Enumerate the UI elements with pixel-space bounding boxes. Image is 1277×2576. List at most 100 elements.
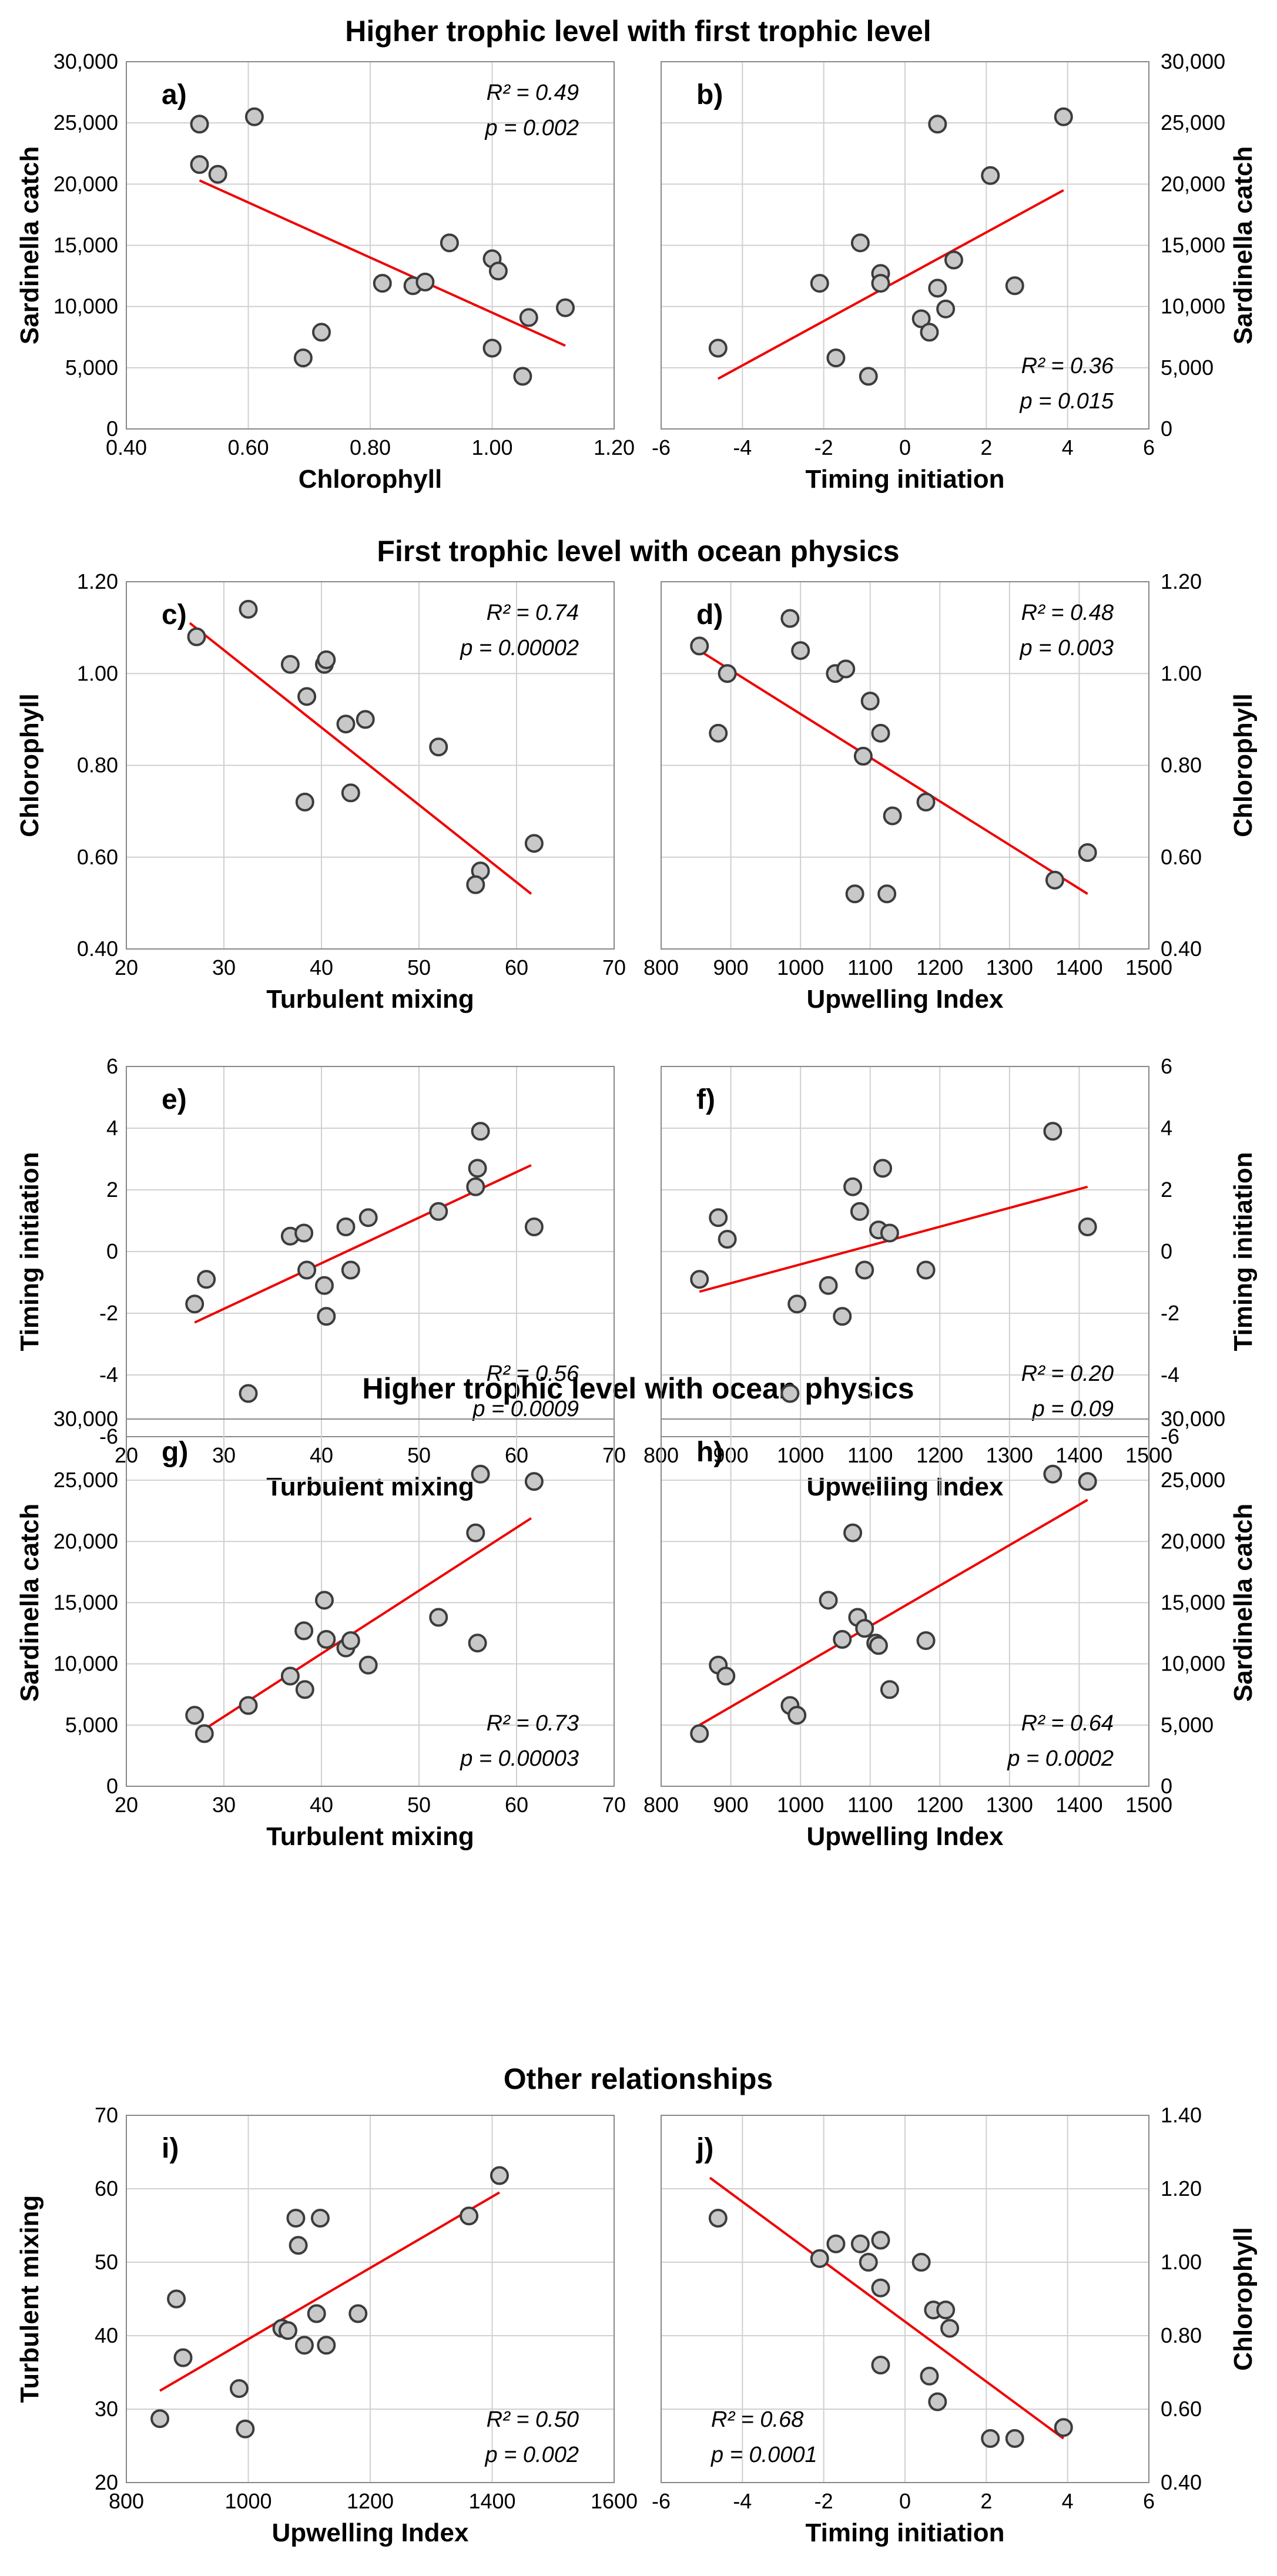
y-tick-label: 20 [95,2470,118,2494]
data-point [810,274,829,293]
data-point [341,1260,360,1280]
data-point [229,2379,249,2398]
panel-f: 800 900 1000 1100 1200 1300 1400 1500-6-4-20246… [643,1054,1258,1501]
y-tick-label: -2 [1161,1301,1179,1325]
x-tick-label: 6 [1143,435,1155,459]
p-value-label: p = 0.002 [484,116,579,140]
data-point [336,1217,356,1236]
data-point [524,1472,544,1491]
x-tick-label: 4 [1062,435,1074,459]
panels: 0.40 0.60 0.80 1.00 1.2005,00010,00015,00020… [15,49,1258,2547]
data-point [190,155,209,174]
r-squared-label: R² = 0.56 [487,1361,579,1386]
data-point [843,1177,863,1196]
r-squared-label: R² = 0.64 [1021,1711,1114,1736]
y-tick-label: 0 [1161,1239,1172,1263]
x-tick-label: 4 [1062,2489,1074,2513]
data-point [312,323,331,342]
data-point [208,165,227,184]
trend-line [699,649,1088,895]
data-point [833,1630,852,1649]
data-point [928,279,947,298]
plot-frame [126,1418,615,1787]
data-point [429,737,448,757]
data-point [341,1631,360,1651]
data-point [940,2319,960,2338]
data-point [415,273,435,291]
y-tick-label: -6 [99,1424,118,1448]
p-value-label: p = 0.002 [484,2443,579,2467]
trend-line [699,1498,1088,1726]
data-point [850,233,870,253]
data-point [791,641,810,660]
y-axis-label: Sardinella catch [1229,1504,1258,1702]
x-tick-label: 1600 [591,2489,638,2513]
data-point [468,1159,487,1178]
data-point [916,793,936,811]
x-tick-label: 0 [899,2489,911,2513]
y-tick-label: 0 [106,1774,118,1798]
data-point [911,309,931,328]
panel-i: 800 1000 1200 1400 1600 20 30 40 50 60 70 Upwelling… [15,2103,638,2547]
data-point [185,1294,205,1314]
data-point [916,1631,936,1651]
panel-g: 20 30 40 50 60 70 0 5,000 10,000 15,000 20,000 25,0… [15,1407,626,1851]
y-tick-label: 15,000 [1161,1591,1225,1615]
data-point [871,2278,890,2297]
data-point [1078,1217,1097,1236]
data-point [239,1696,258,1715]
x-axis-label: Chlorophyll [299,465,442,494]
y-tick-label: 0.80 [1161,2323,1202,2347]
section-title-3: Higher trophic level with ocean physics [362,1372,914,1405]
r-squared-label: R² = 0.74 [487,601,579,625]
r-squared-label: R² = 0.50 [487,2407,579,2432]
x-tick-label: 1000 [224,2489,272,2513]
y-tick-label: 0.80 [1161,753,1202,777]
data-point [873,1159,893,1178]
y-axis-label: Timing initiation [15,1152,44,1351]
x-tick-label: 2 [980,435,992,459]
data-point [850,1202,869,1221]
data-point [317,2336,336,2355]
panel-label: a) [162,79,187,110]
data-point [294,1621,314,1641]
y-tick-label: 0.60 [1161,2397,1202,2421]
x-axis-label: Timing initiation [806,2518,1005,2547]
y-axis-label: Sardinella catch [1229,146,1258,344]
data-point [460,2206,479,2226]
y-tick-label: 4 [106,1116,118,1140]
data-point [190,115,209,134]
y-tick-label: 50 [95,2250,118,2274]
data-point [780,609,800,628]
x-tick-label: 1.20 [594,435,635,459]
data-point [358,1208,378,1227]
r-squared-label: R² = 0.73 [487,1711,579,1736]
x-tick-label: 6 [1143,2489,1155,2513]
data-point [920,323,939,342]
y-tick-label: 25,000 [1161,1468,1225,1492]
x-tick-label: 20 [115,1793,138,1817]
y-tick-label: 5,000 [65,1713,118,1737]
data-point [883,806,902,826]
data-point [239,599,258,619]
data-point [936,299,956,318]
x-tick-label: 0.60 [227,435,269,459]
data-point [869,1636,888,1655]
y-axis-label: Sardinella catch [15,146,44,344]
data-point [916,1260,936,1280]
data-point [244,107,264,126]
x-tick-label: 1500 [1125,1793,1172,1817]
data-point [843,1523,863,1542]
data-point [1078,843,1097,862]
panel-label: g) [162,1437,188,1468]
data-point [1043,1122,1063,1141]
y-tick-label: 2 [106,1178,118,1202]
data-point [928,2392,947,2411]
x-tick-label: 1000 [777,955,824,980]
data-point [524,834,544,853]
x-tick-label: -6 [652,2489,671,2513]
y-tick-label: 25,000 [53,1468,118,1492]
data-point [1043,1464,1063,1484]
x-tick-label: 800 [643,955,679,980]
y-tick-label: 10,000 [53,1652,118,1676]
